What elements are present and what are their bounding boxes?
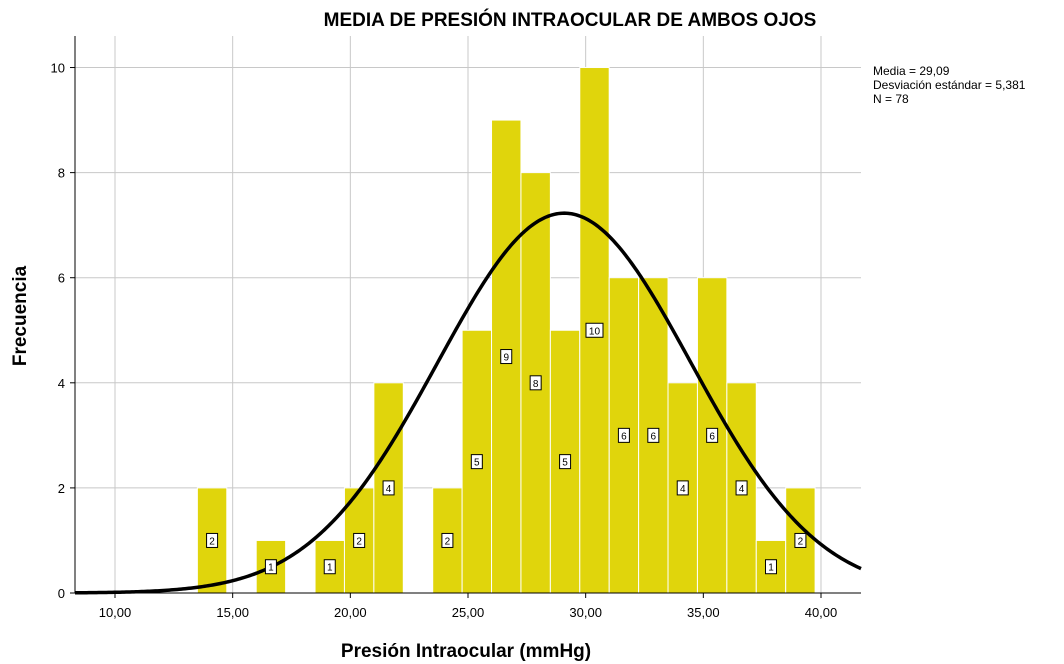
bar-count-label-text: 6	[651, 431, 657, 442]
bar-count-label-text: 5	[562, 458, 568, 469]
x-axis-label: Presión Intraocular (mmHg)	[341, 641, 591, 662]
bar-count-label-text: 8	[533, 379, 539, 390]
x-tick-label: 30,00	[569, 605, 602, 620]
bar-count-label-box	[382, 480, 395, 496]
bar-count-label-box	[647, 427, 660, 443]
bar-count-label: 4	[676, 480, 689, 496]
normal-curve	[74, 211, 862, 595]
bar-count-label-text: 1	[268, 563, 274, 574]
bar-count-label-text: 4	[739, 484, 745, 495]
bar-count-label: 2	[353, 532, 366, 548]
bar-count-label-text: 2	[209, 536, 215, 547]
bar-count-labels: 2 1 1 2 4 2 5 9 8 5 10 6 6 4 6 4 1 2	[206, 322, 807, 575]
bar-count-label: 1	[264, 559, 277, 575]
axes	[70, 36, 861, 598]
bar-count-label-box	[206, 532, 219, 548]
bar-count-label-box	[735, 480, 748, 496]
bar-count-label-box	[617, 427, 630, 443]
bar-count-label-text: 2	[356, 536, 362, 547]
bar-count-label-box	[323, 559, 336, 575]
chart-title: MEDIA DE PRESIÓN INTRAOCULAR DE AMBOS OJ…	[324, 9, 817, 31]
normal-curve-layer	[74, 211, 862, 595]
bar-count-label-box	[441, 532, 454, 548]
bar-count-label: 6	[647, 427, 660, 443]
bar-count-label: 4	[735, 480, 748, 496]
bar-count-label: 5	[559, 454, 572, 470]
bar-count-label: 6	[617, 427, 630, 443]
bar-count-label: 1	[323, 559, 336, 575]
histogram-bars	[196, 67, 816, 594]
x-tick-label: 25,00	[452, 605, 485, 620]
stats-sd: Desviación estándar = 5,381	[873, 78, 1026, 92]
bar-count-label: 9	[500, 349, 513, 365]
y-tick-label: 6	[58, 271, 65, 286]
bar-count-label-text: 4	[386, 484, 392, 495]
bar-count-label-text: 1	[327, 563, 333, 574]
stats-n: N = 78	[873, 92, 909, 106]
bar-count-label: 10	[585, 322, 604, 338]
bar-count-label: 1	[764, 559, 777, 575]
bar-count-label-text: 2	[445, 536, 451, 547]
y-tick-label: 4	[58, 376, 65, 391]
y-tick-label: 8	[58, 166, 65, 181]
bar-count-label-box	[764, 559, 777, 575]
bar-count-label-box	[353, 532, 366, 548]
bar-count-label: 4	[382, 480, 395, 496]
x-tick-label: 10,00	[99, 605, 132, 620]
y-axis-label: Frecuencia	[10, 265, 31, 366]
bar-count-label-box	[529, 375, 542, 391]
bar-count-label-text: 2	[798, 536, 804, 547]
tick-labels: 10,00 15,00 20,00 25,00 30,00 35,00 40,00 0 2 4 6 8…	[51, 61, 838, 620]
bar-count-label: 8	[529, 375, 542, 391]
bar-count-label-box	[676, 480, 689, 496]
bar-count-label-box	[559, 454, 572, 470]
bar-count-label-box	[470, 454, 483, 470]
bar-count-label-text: 10	[589, 326, 601, 337]
bar-count-label-text: 5	[474, 458, 480, 469]
y-tick-label: 10	[51, 61, 65, 76]
x-tick-label: 20,00	[334, 605, 367, 620]
bar-count-label-box	[706, 427, 719, 443]
bar-count-label: 2	[206, 532, 219, 548]
bar-count-label-box	[794, 532, 807, 548]
stats-legend: Media = 29,09 Desviación estándar = 5,38…	[873, 64, 1026, 106]
y-tick-label: 2	[58, 481, 65, 496]
bar-count-label-text: 6	[621, 431, 627, 442]
bar-count-label: 6	[706, 427, 719, 443]
bar-count-label-box	[264, 559, 277, 575]
bar-count-label-text: 4	[680, 484, 686, 495]
bar-count-label-text: 9	[503, 353, 509, 364]
x-tick-label: 40,00	[805, 605, 838, 620]
bar-count-label-box	[500, 349, 513, 365]
bar-count-label-text: 6	[709, 431, 715, 442]
bar-count-label-text: 1	[768, 563, 774, 574]
bar-count-label: 2	[441, 532, 454, 548]
bar-count-label: 2	[794, 532, 807, 548]
x-tick-label: 15,00	[216, 605, 249, 620]
bar-count-label-box	[585, 322, 604, 338]
stats-mean: Media = 29,09	[873, 64, 950, 78]
y-tick-label: 0	[58, 586, 65, 601]
bar-count-label: 5	[470, 454, 483, 470]
x-tick-label: 35,00	[687, 605, 720, 620]
